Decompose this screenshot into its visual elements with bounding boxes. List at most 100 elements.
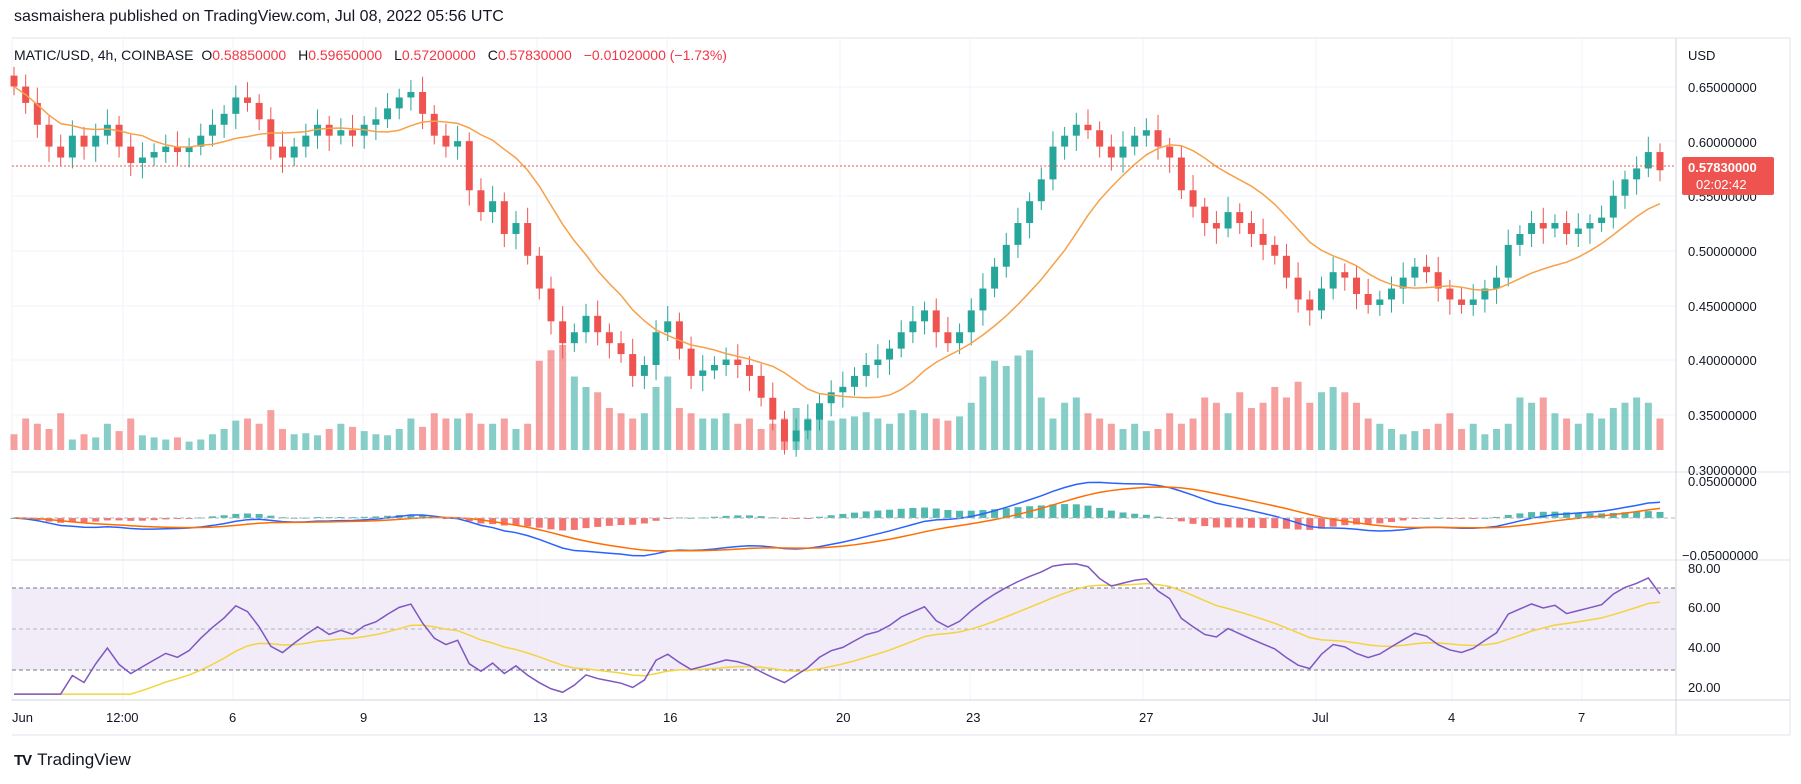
candle-body	[127, 146, 135, 163]
volume-bar	[1107, 423, 1115, 450]
macd-hist-bar	[1282, 518, 1290, 529]
candle-body	[1481, 288, 1489, 300]
candle-body	[944, 332, 952, 344]
candle-body	[745, 365, 753, 376]
volume-bar	[1341, 392, 1349, 450]
volume-bar	[1306, 402, 1314, 450]
candle-body	[839, 386, 847, 393]
macd-hist-bar	[1072, 504, 1080, 518]
macd-hist-bar	[1061, 504, 1069, 518]
rsi-tick: 60.00	[1688, 600, 1721, 615]
volume-bar	[640, 413, 648, 450]
volume-bar	[1061, 402, 1069, 450]
volume-bar	[1201, 397, 1209, 450]
candle-body	[886, 348, 894, 360]
macd-hist-bar	[804, 518, 812, 519]
candle-body	[1329, 272, 1337, 289]
macd-hist-bar	[465, 518, 473, 522]
volume-bar	[1236, 392, 1244, 450]
volume-bar	[1084, 413, 1092, 450]
candle-body	[1574, 228, 1582, 234]
publisher-header: sasmaishera published on TradingView.com…	[14, 8, 504, 25]
volume-bar	[477, 423, 485, 450]
price-tick: 0.60000000	[1688, 135, 1757, 150]
candle-body	[325, 124, 333, 136]
candle-body	[1656, 152, 1664, 171]
volume-bar	[1458, 429, 1466, 450]
candle-body	[1224, 212, 1232, 229]
macd-hist-bar	[1493, 516, 1501, 518]
volume-bar	[1481, 434, 1489, 450]
macd-hist-bar	[1352, 518, 1360, 525]
candle-body	[68, 135, 76, 158]
volume-bar	[1633, 397, 1641, 450]
volume-bar	[1434, 423, 1442, 450]
candle-body	[1072, 124, 1080, 136]
candle-body	[173, 146, 181, 153]
macd-hist-bar	[699, 517, 707, 519]
symbol-label[interactable]: MATIC/USD, 4h, COINBASE	[14, 47, 194, 63]
volume-bar	[629, 418, 637, 450]
candle-body	[1294, 277, 1302, 300]
close-value: 0.57830000	[497, 47, 572, 63]
candle-body	[559, 321, 567, 344]
volume-bar	[1376, 423, 1384, 450]
candle-body	[979, 288, 987, 311]
candle-body	[547, 288, 555, 322]
macd-hist-bar	[827, 515, 835, 518]
macd-hist-bar	[617, 518, 625, 526]
candle-body	[278, 146, 286, 158]
macd-hist-bar	[1212, 518, 1220, 528]
macd-hist-bar	[419, 515, 427, 518]
macd-tick: 0.05000000	[1688, 474, 1757, 489]
volume-bar	[372, 434, 380, 450]
volume-bar	[1644, 402, 1652, 450]
candle-body	[220, 113, 228, 125]
candle-body	[10, 75, 18, 87]
volume-bar	[1493, 429, 1501, 450]
volume-bar	[722, 413, 730, 450]
volume-bar	[1189, 418, 1197, 450]
tradingview-logo-icon: TV	[14, 751, 32, 769]
macd-hist-bar	[1142, 514, 1150, 518]
volume-bar	[337, 423, 345, 450]
volume-bar	[932, 418, 940, 450]
volume-bar	[442, 418, 450, 450]
moving-average-line	[13, 85, 1661, 399]
volume-bar	[512, 429, 520, 450]
candle-body	[1189, 190, 1197, 207]
candle-body	[1551, 223, 1559, 229]
macd-hist-bar	[220, 515, 228, 518]
macd-hist-bar	[1271, 518, 1279, 529]
macd-hist-bar	[909, 508, 917, 518]
rsi-tick: 40.00	[1688, 640, 1721, 655]
candle-body	[1154, 130, 1162, 147]
macd-hist-bar	[1633, 511, 1641, 518]
volume-bar	[220, 429, 228, 450]
open-label: O	[201, 47, 213, 63]
candle-body	[1423, 266, 1431, 273]
volume-bar	[1364, 418, 1372, 450]
candle-body	[617, 343, 625, 355]
macd-hist-bar	[1084, 505, 1092, 518]
candle-body	[512, 223, 520, 234]
volume-bar	[1271, 387, 1279, 450]
macd-hist-bar	[1376, 518, 1384, 524]
volume-bar	[1528, 402, 1536, 450]
macd-hist-bar	[1306, 518, 1314, 530]
candle-body	[757, 375, 765, 398]
volume-bar	[407, 418, 415, 450]
candle-body	[652, 332, 660, 365]
volume-bar	[851, 416, 859, 450]
volume-bar	[92, 437, 100, 450]
macd-hist-bar	[1388, 518, 1396, 523]
volume-bar	[1317, 392, 1325, 450]
candle-body	[232, 97, 240, 114]
price-tick: 0.50000000	[1688, 244, 1757, 259]
macd-hist-bar	[559, 518, 567, 531]
candle-body	[1388, 288, 1396, 300]
candle-body	[1563, 223, 1571, 234]
candle-body	[1236, 212, 1244, 224]
tradingview-footer[interactable]: TV TradingView	[14, 750, 131, 770]
